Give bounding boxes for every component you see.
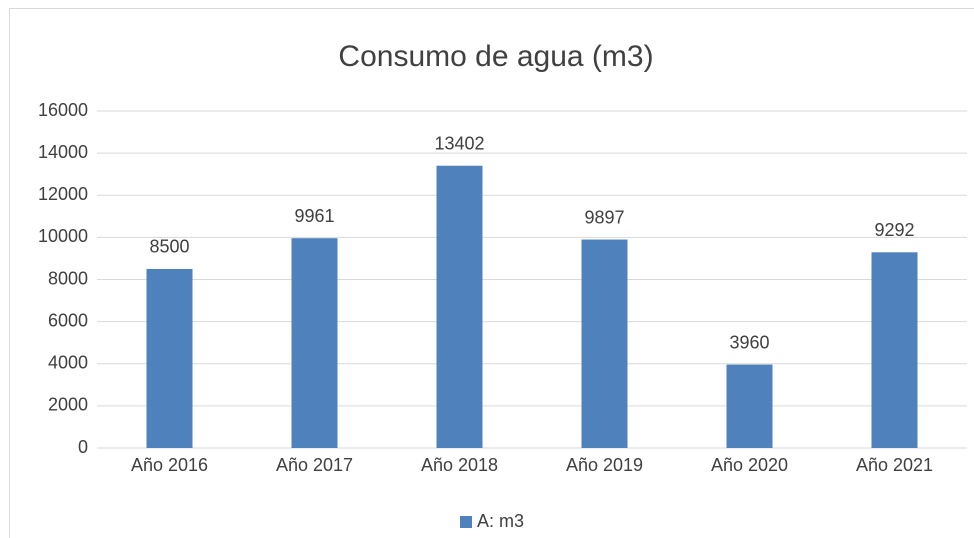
x-tick-label: Año 2020 xyxy=(711,455,788,475)
data-label: 3960 xyxy=(729,332,769,352)
x-tick-label: Año 2021 xyxy=(856,455,933,475)
bar xyxy=(291,238,338,448)
x-tick-label: Año 2017 xyxy=(276,455,353,475)
data-label: 9961 xyxy=(294,206,334,226)
bar xyxy=(726,364,773,448)
x-tick-label: Año 2019 xyxy=(566,455,643,475)
data-label: 8500 xyxy=(149,237,189,257)
y-tick-label: 10000 xyxy=(38,226,88,246)
y-tick-label: 0 xyxy=(78,437,88,457)
legend-label: A: m3 xyxy=(477,511,524,531)
data-label: 9897 xyxy=(584,207,624,227)
chart-title: Consumo de agua (m3) xyxy=(338,40,653,73)
y-tick-label: 6000 xyxy=(48,310,88,330)
x-tick-label: Año 2016 xyxy=(131,455,208,475)
bar xyxy=(581,239,628,448)
legend-swatch xyxy=(460,516,472,528)
bar xyxy=(436,165,483,448)
y-tick-label: 4000 xyxy=(48,353,88,373)
y-tick-label: 16000 xyxy=(38,100,88,120)
y-tick-label: 8000 xyxy=(48,268,88,288)
x-tick-label: Año 2018 xyxy=(421,455,498,475)
bar xyxy=(871,252,918,448)
y-tick-label: 2000 xyxy=(48,395,88,415)
data-label: 9292 xyxy=(874,220,914,240)
y-tick-label: 14000 xyxy=(38,142,88,162)
y-tick-label: 12000 xyxy=(38,184,88,204)
data-label: 13402 xyxy=(434,133,484,153)
bar xyxy=(146,268,193,448)
